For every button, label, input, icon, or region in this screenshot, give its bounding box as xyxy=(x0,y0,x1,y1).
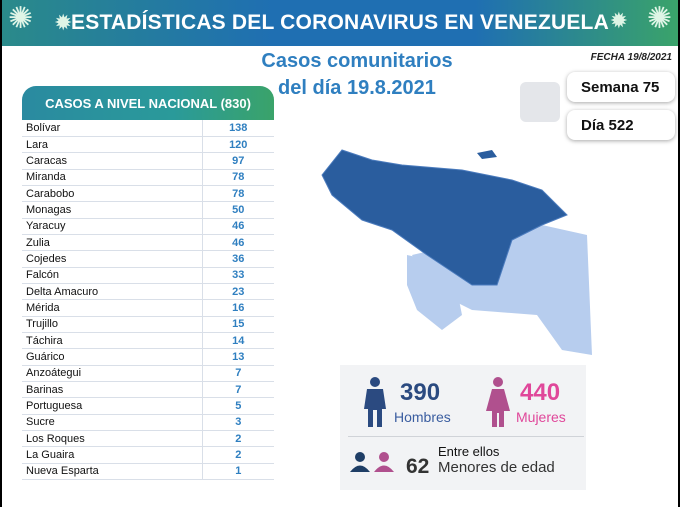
table-row: Miranda 78 xyxy=(22,169,274,186)
case-count: 78 xyxy=(201,169,274,186)
table-row: Bolívar 138 xyxy=(22,120,274,137)
table-row: Barinas 7 xyxy=(22,381,274,399)
state-name: Trujillo xyxy=(22,316,202,333)
table-row: Yaracuy 46 xyxy=(22,218,274,235)
case-count: 138 xyxy=(201,120,274,137)
case-count: 7 xyxy=(201,365,274,383)
table-row: Sucre 3 xyxy=(22,414,274,432)
cases-table: Bolívar 138 Lara 120 Caracas 97 Miranda 78 Carab… xyxy=(22,120,274,481)
state-name: Yaracuy xyxy=(22,218,202,235)
state-name: Falcón xyxy=(22,267,202,284)
table-row: Falcón 33 xyxy=(22,267,274,284)
case-count: 97 xyxy=(201,152,274,170)
state-name: Miranda xyxy=(22,169,202,186)
state-name: Zulia xyxy=(22,234,202,252)
minors-label: Menores de edad xyxy=(438,459,555,476)
venezuela-map xyxy=(321,149,592,355)
case-count: 3 xyxy=(201,414,274,432)
case-count: 36 xyxy=(201,250,274,268)
case-count: 46 xyxy=(201,234,274,252)
banner: ✺ ✹ ESTADÍSTICAS DEL CORONAVIRUS EN VENE… xyxy=(2,0,678,46)
state-name: Monagas xyxy=(22,201,202,219)
case-count: 15 xyxy=(201,316,274,333)
table-row: La Guaira 2 xyxy=(22,446,274,464)
table-row: Anzoátegui 7 xyxy=(22,365,274,383)
table-row: Portuguesa 5 xyxy=(22,397,274,415)
map-region-north xyxy=(321,149,568,286)
minors-intro: Entre ellos xyxy=(438,444,500,459)
table-row: Zulia 46 xyxy=(22,234,274,252)
state-name: Anzoátegui xyxy=(22,365,202,383)
case-count: 2 xyxy=(201,446,274,464)
case-count: 33 xyxy=(201,267,274,284)
table-row: Delta Amacuro 23 xyxy=(22,283,274,301)
table-row: Cojedes 36 xyxy=(22,250,274,268)
men-count: 390 xyxy=(400,379,441,406)
case-count: 14 xyxy=(201,332,274,350)
subtitle: Casos comunitarios del día 19.8.2021 xyxy=(252,48,462,102)
state-name: Táchira xyxy=(22,332,202,350)
child-icons xyxy=(350,451,396,478)
day-badge: Día 522 xyxy=(567,110,675,140)
map-island xyxy=(477,150,497,159)
case-count: 23 xyxy=(201,283,274,301)
table-row: Caracas 97 xyxy=(22,152,274,170)
state-name: Mérida xyxy=(22,299,202,317)
case-count: 78 xyxy=(201,185,274,203)
table-row: Guárico 13 xyxy=(22,348,274,366)
case-count: 7 xyxy=(201,381,274,399)
state-name: Sucre xyxy=(22,414,202,432)
table-row: Táchira 14 xyxy=(22,332,274,350)
week-badge: Semana 75 xyxy=(567,72,675,102)
table-row: Mérida 16 xyxy=(22,299,274,317)
case-count: 5 xyxy=(201,397,274,415)
virus-icon: ✹ xyxy=(54,10,73,35)
case-count: 1 xyxy=(201,463,274,481)
subtitle-line2: del día 19.8.2021 xyxy=(278,77,436,99)
minors-count: 62 xyxy=(406,455,430,478)
virus-icon: ✹ xyxy=(609,8,628,33)
man-icon xyxy=(364,377,386,427)
table-row: Trujillo 15 xyxy=(22,316,274,333)
state-name: Bolívar xyxy=(22,120,202,137)
state-name: La Guaira xyxy=(22,446,202,464)
state-name: Portuguesa xyxy=(22,397,202,415)
state-name: Carabobo xyxy=(22,185,202,203)
case-count: 13 xyxy=(201,348,274,366)
table-row: Monagas 50 xyxy=(22,201,274,219)
state-name: Caracas xyxy=(22,152,202,170)
women-count: 440 xyxy=(520,379,561,406)
state-name: Barinas xyxy=(22,381,202,399)
state-name: Cojedes xyxy=(22,250,202,268)
banner-title: ESTADÍSTICAS DEL CORONAVIRUS EN VENEZUEL… xyxy=(71,11,609,34)
women-label: Mujeres xyxy=(516,409,566,425)
stats-panel: 390 Hombres 440 Mujeres Entre ellos 62 M… xyxy=(340,365,586,490)
men-label: Hombres xyxy=(394,409,451,425)
state-name: Lara xyxy=(22,136,202,154)
table-row: Nueva Esparta 1 xyxy=(22,463,274,481)
table-row: Los Roques 2 xyxy=(22,430,274,448)
divider xyxy=(348,436,584,437)
case-count: 16 xyxy=(201,299,274,317)
state-name: Nueva Esparta xyxy=(22,463,202,481)
state-name: Delta Amacuro xyxy=(22,283,202,301)
calendar-icon xyxy=(520,82,560,122)
table-row: Carabobo 78 xyxy=(22,185,274,203)
date-label: FECHA 19/8/2021 xyxy=(590,52,672,63)
case-count: 46 xyxy=(201,218,274,235)
table-row: Lara 120 xyxy=(22,136,274,154)
case-count: 120 xyxy=(201,136,274,154)
virus-icon: ✺ xyxy=(646,2,672,35)
map-region-west xyxy=(407,255,462,330)
case-count: 50 xyxy=(201,201,274,219)
case-count: 2 xyxy=(201,430,274,448)
state-name: Guárico xyxy=(22,348,202,366)
table-header: CASOS A NIVEL NACIONAL (830) xyxy=(22,86,274,120)
woman-icon xyxy=(486,377,510,427)
subtitle-line1: Casos comunitarios xyxy=(261,50,453,72)
state-name: Los Roques xyxy=(22,430,202,448)
virus-icon: ✺ xyxy=(8,2,34,35)
